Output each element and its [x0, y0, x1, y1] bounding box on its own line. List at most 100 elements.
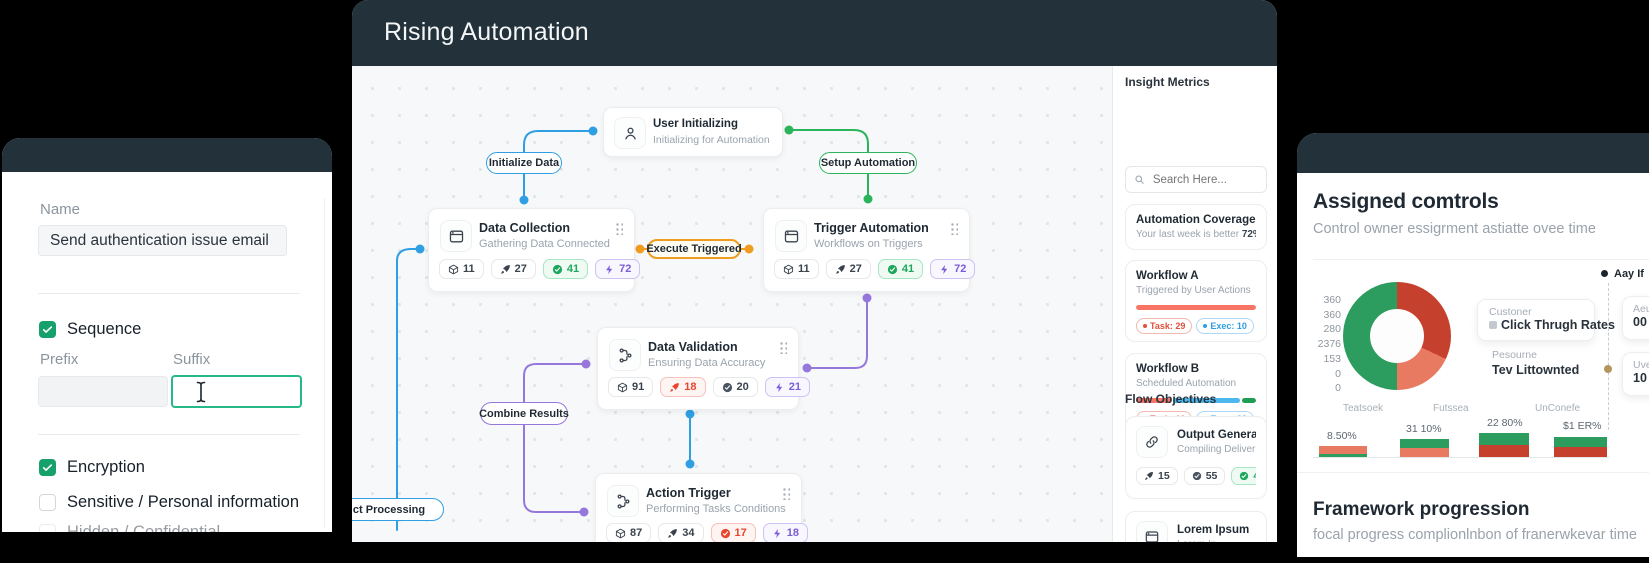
- text-cursor-icon: [194, 380, 208, 404]
- sequence-checkbox-row[interactable]: Sequence: [39, 320, 141, 339]
- cube-icon: [615, 528, 626, 539]
- cube-icon: [448, 264, 459, 275]
- name-input[interactable]: [38, 225, 287, 256]
- marker-line: [1608, 283, 1609, 430]
- divider: [1313, 259, 1649, 260]
- encryption-label: Encryption: [67, 458, 145, 476]
- check-circle-icon: [720, 528, 731, 539]
- node-subtitle: Performing Tasks Conditions: [646, 503, 786, 515]
- link-icon: [1136, 426, 1168, 458]
- search-input[interactable]: [1150, 172, 1258, 187]
- stacked-bar-1: [1319, 446, 1367, 457]
- sensitive-checkbox[interactable]: [39, 494, 56, 511]
- stacked-bar-3: [1479, 433, 1529, 457]
- checkmark-icon: [41, 461, 54, 474]
- flow-icon: [607, 485, 639, 517]
- card-automation-coverage[interactable]: Automation Coverage Your last week is be…: [1125, 204, 1267, 250]
- line-point-dot: [1604, 365, 1612, 373]
- tooltip-label: Uvee: [1633, 359, 1649, 371]
- node-action-trigger[interactable]: Action Trigger Performing Tasks Conditio…: [595, 473, 808, 542]
- tooltip-value: 10: [1633, 371, 1647, 385]
- sidebar-search[interactable]: [1125, 166, 1267, 193]
- node-trigger-automation[interactable]: Trigger Automation Workflows on Triggers…: [763, 208, 976, 292]
- card-output-generation[interactable]: Output Generation Compiling Delivering 1…: [1125, 416, 1267, 499]
- search-icon: [1134, 173, 1145, 186]
- node-user-initializing[interactable]: User Initializing Initializing for Autom…: [603, 107, 783, 157]
- tooltip-value: 00: [1633, 315, 1647, 329]
- stat-badge: 21: [764, 377, 810, 397]
- prefix-input[interactable]: [38, 376, 168, 407]
- user-icon: [614, 117, 646, 149]
- drag-handle-icon[interactable]: [950, 222, 958, 235]
- side-tooltip-1: Aeug 00: [1622, 296, 1649, 340]
- controls-subtitle: Control owner essigrment astiatte ovee t…: [1313, 221, 1596, 237]
- sidebar-title: Insight Metrics: [1125, 75, 1210, 89]
- hidden-checkbox[interactable]: [39, 524, 56, 532]
- resource-value: Tev Littownted: [1492, 363, 1580, 377]
- rocket-icon: [669, 382, 680, 393]
- card-workflow-a[interactable]: Workflow A Triggered by User Actions Tas…: [1125, 260, 1267, 342]
- cube-icon: [783, 264, 794, 275]
- rocket-icon: [835, 264, 846, 275]
- progress-bar: [1136, 398, 1256, 403]
- node-settings-panel: Name Sequence Prefix Suffix Encryption S…: [2, 138, 332, 532]
- browser-icon: [1136, 521, 1168, 542]
- card-subtitle: Compiling Delivering: [1177, 444, 1256, 455]
- node-title: Data Collection: [479, 221, 570, 235]
- flow-objectives-title: Flow Objectives: [1125, 392, 1217, 406]
- insight-sidebar: Insight Metrics Automation Coverage Your…: [1112, 66, 1277, 542]
- side-tooltip-2: Uvee 10: [1622, 352, 1649, 396]
- stat-badge: 18: [660, 377, 706, 397]
- card-title: Output Generation: [1177, 429, 1256, 441]
- node-data-collection[interactable]: Data Collection Gathering Data Connected…: [428, 208, 641, 292]
- card-lorem-ipsum[interactable]: Lorem Ipsum Lorem Ip: [1125, 511, 1267, 542]
- card-subtitle: Your last week is better 72%: [1136, 229, 1256, 240]
- node-subtitle: Gathering Data Connected: [479, 238, 610, 250]
- hidden-checkbox-row[interactable]: Hidden / Confidential: [39, 523, 220, 532]
- divider: [1297, 472, 1649, 473]
- node-stats: 15 55 41: [1136, 467, 1256, 485]
- flow-icon: [609, 339, 641, 371]
- marker-dot: [1601, 270, 1608, 277]
- resource-block: Pesourne Tev Littownted: [1492, 349, 1579, 377]
- check-circle-icon: [887, 264, 898, 275]
- stat-badge: 27: [825, 259, 871, 279]
- check-circle-icon: [552, 264, 563, 275]
- browser-icon: [440, 220, 472, 252]
- suffix-label: Suffix: [173, 351, 211, 368]
- panel-edge-line: [324, 198, 325, 528]
- stat-badge: 27: [490, 259, 536, 279]
- tooltip-label: Custoner: [1489, 306, 1532, 318]
- hidden-label: Hidden / Confidential: [67, 523, 221, 532]
- stat-badge: 11: [439, 259, 484, 279]
- stat-badge: 20: [712, 377, 758, 397]
- encryption-checkbox[interactable]: [39, 459, 56, 476]
- workflow-panel: Rising Automation: [352, 0, 1277, 542]
- exec-badge: Exec: 10: [1196, 318, 1254, 334]
- stat-badge: 91: [608, 377, 654, 397]
- node-data-validation[interactable]: Data Validation Ensuring Data Accuracy 9…: [597, 327, 810, 410]
- check-circle-icon: [1239, 471, 1249, 481]
- sequence-checkbox[interactable]: [39, 321, 56, 338]
- pointer-icon: [1489, 321, 1497, 329]
- card-title: Workflow A: [1136, 270, 1199, 282]
- suffix-input[interactable]: [171, 375, 302, 408]
- node-title: Data Validation: [648, 340, 738, 354]
- node-title: User Initializing: [653, 118, 738, 130]
- sensitive-checkbox-row[interactable]: Sensitive / Personal information: [39, 493, 299, 512]
- label-combine-results[interactable]: Combine Results: [479, 402, 569, 425]
- drag-handle-icon[interactable]: [615, 222, 623, 235]
- encryption-checkbox-row[interactable]: Encryption: [39, 458, 145, 477]
- framework-subtitle: focal progress complionlnbon of franerwk…: [1313, 527, 1637, 543]
- rocket-icon: [667, 528, 678, 539]
- drag-handle-icon[interactable]: [779, 341, 787, 354]
- label-execute-triggered[interactable]: Execute Triggered: [646, 239, 742, 259]
- chart-tooltip: Custoner Click Thrugh Rates: [1477, 299, 1615, 341]
- stat-badge: 34: [658, 523, 704, 542]
- label-object-processing[interactable]: ct Processing: [352, 498, 444, 521]
- drag-handle-icon[interactable]: [782, 487, 790, 500]
- label-setup-automation[interactable]: Setup Automation: [819, 152, 917, 174]
- label-initialize-data[interactable]: Initialize Data: [486, 152, 562, 174]
- stat-badge: 55: [1183, 467, 1226, 485]
